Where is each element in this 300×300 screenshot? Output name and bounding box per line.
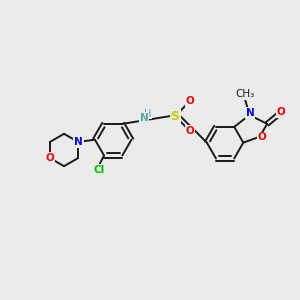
Text: O: O xyxy=(257,132,266,142)
Text: O: O xyxy=(185,96,194,106)
Text: Cl: Cl xyxy=(93,165,104,175)
Text: O: O xyxy=(277,107,285,117)
Text: O: O xyxy=(45,153,54,163)
Text: H: H xyxy=(144,109,152,118)
Text: N: N xyxy=(74,137,83,147)
Text: S: S xyxy=(170,110,179,123)
Text: N: N xyxy=(140,113,148,123)
Text: O: O xyxy=(185,126,194,136)
Text: CH₃: CH₃ xyxy=(236,89,255,99)
Text: N: N xyxy=(246,108,254,118)
